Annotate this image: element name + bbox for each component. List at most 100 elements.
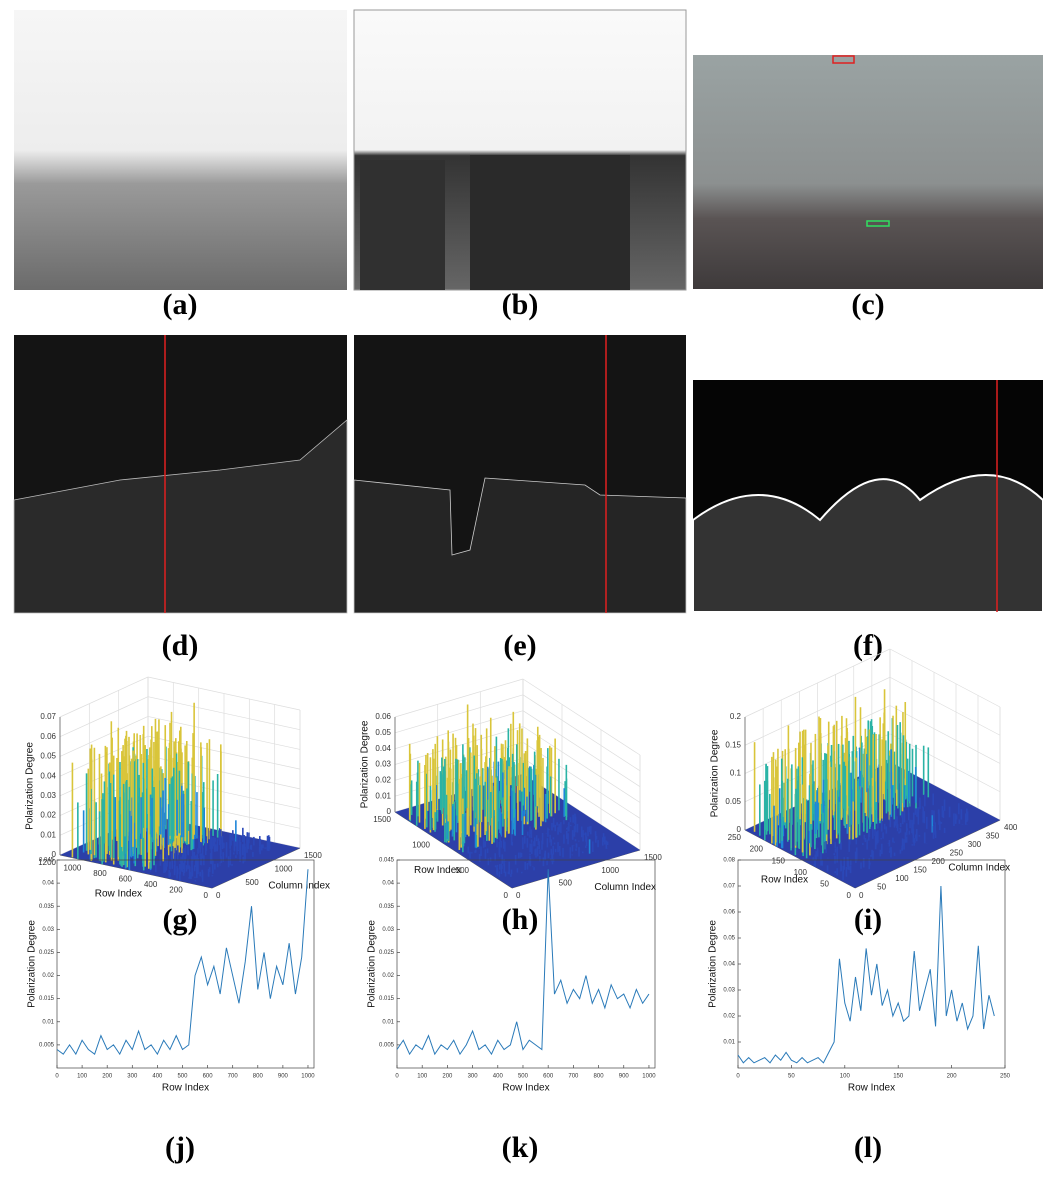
y-tick-label: 0.07 — [723, 884, 735, 890]
axis-label: Column Index — [268, 881, 330, 892]
axis-label: Polarization Degree — [27, 920, 38, 1008]
y-tick-label: 1500 — [373, 815, 391, 824]
z-tick-label: 0 — [52, 850, 57, 859]
x-tick-label: 800 — [253, 1074, 264, 1080]
x-tick-label: 300 — [127, 1074, 138, 1080]
x-tick-label: 100 — [417, 1074, 428, 1080]
x-tick-label: 0 — [516, 891, 521, 900]
y-tick-label: 0.03 — [42, 927, 54, 933]
data-line — [396, 869, 650, 1056]
panel-label: (j) — [165, 1131, 195, 1164]
edges — [353, 477, 687, 614]
x-tick-label: 1500 — [304, 851, 322, 860]
z-tick-label: 0.2 — [730, 712, 742, 721]
plot-frame — [737, 859, 1006, 1069]
grid-line — [522, 742, 641, 819]
grid-line — [522, 710, 641, 787]
x-tick-label: 250 — [950, 849, 964, 858]
y-tick-label: 200 — [169, 886, 183, 895]
grid-line — [889, 676, 1001, 736]
x-tick-label: 600 — [543, 1074, 554, 1080]
y-tick-label: 0.06 — [723, 910, 735, 916]
edges — [13, 419, 348, 614]
y-tick-label: 0 — [204, 891, 209, 900]
y-tick-label: 0.035 — [39, 904, 55, 910]
x-tick-label: 500 — [559, 878, 573, 887]
grid-line — [889, 705, 1001, 764]
axis-label: Column Index — [594, 882, 656, 893]
grid-line — [522, 694, 641, 772]
x-tick-label: 800 — [594, 1074, 605, 1080]
x-tick-label: 100 — [840, 1074, 851, 1080]
y-tick-label: 0.015 — [379, 996, 395, 1002]
grid-line — [889, 733, 1001, 793]
grid-line — [394, 678, 524, 718]
panel-label: (e) — [503, 629, 536, 662]
x-tick-label: 0 — [859, 891, 864, 900]
y-tick-label: 0.04 — [42, 881, 54, 887]
panel-label: (k) — [502, 1131, 539, 1164]
y-tick-label: 0.005 — [39, 1042, 55, 1048]
y-tick-label: 0.05 — [723, 936, 735, 942]
y-tick-label: 150 — [772, 856, 786, 865]
x-tick-label: 250 — [1000, 1074, 1011, 1080]
x-tick-label: 100 — [77, 1074, 88, 1080]
x-tick-label: 400 — [152, 1074, 163, 1080]
x-tick-label: 200 — [947, 1074, 958, 1080]
box — [866, 220, 890, 227]
z-tick-label: 0.03 — [375, 760, 391, 769]
z-tick-label: 0.02 — [375, 775, 391, 784]
z-tick-label: 0.05 — [40, 752, 56, 761]
y-tick-label: 0.04 — [382, 881, 394, 887]
x-tick-label: 500 — [518, 1074, 529, 1080]
panel-label: (d) — [162, 629, 199, 662]
z-tick-label: 0.05 — [375, 728, 391, 737]
y-tick-label: 0.01 — [42, 1019, 54, 1025]
axis-label: Row Index — [414, 865, 461, 876]
y-tick-label: 0.02 — [42, 973, 54, 979]
y-tick-label: 1000 — [412, 840, 430, 849]
plot-frame — [396, 859, 656, 1069]
x-tick-label: 600 — [203, 1074, 214, 1080]
y-tick-label: 0.045 — [379, 858, 395, 864]
x-tick-label: 400 — [493, 1074, 504, 1080]
grid-line — [889, 648, 1001, 708]
y-tick-label: 100 — [794, 868, 808, 877]
axis-label: Row Index — [761, 875, 808, 886]
edges — [692, 474, 1044, 613]
y-tick-label: 0.025 — [379, 950, 395, 956]
axis-label: Polarization Degree — [25, 742, 36, 830]
grid-line — [59, 676, 149, 718]
axis-label: Polarization Degree — [367, 920, 378, 1008]
grid-line — [59, 716, 149, 757]
panel-label: (l) — [854, 1131, 882, 1164]
x-tick-label: 300 — [468, 1074, 479, 1080]
y-tick-label: 0.03 — [723, 988, 735, 994]
y-tick-label: 0.08 — [723, 858, 735, 864]
plot-frame — [56, 859, 315, 1069]
y-tick-label: 0.01 — [382, 1019, 394, 1025]
x-tick-label: 400 — [1004, 823, 1018, 832]
x-tick-label: 150 — [913, 866, 927, 875]
panel-label: (i) — [854, 903, 882, 936]
panel-label: (f) — [853, 629, 883, 662]
z-tick-label: 0.06 — [375, 712, 391, 721]
grid-line — [394, 694, 524, 734]
grid-line — [522, 678, 641, 756]
panel-label: (g) — [163, 903, 198, 936]
x-tick-label: 50 — [877, 883, 886, 892]
x-tick-label: 200 — [442, 1074, 453, 1080]
y-tick-label: 400 — [144, 880, 158, 889]
data-line — [56, 869, 309, 1056]
axis-label: Column Index — [948, 862, 1010, 873]
y-tick-label: 200 — [750, 845, 764, 854]
z-tick-label: 0 — [387, 807, 392, 816]
panel-label: (b) — [502, 288, 539, 321]
axis-label: Polarization Degree — [710, 729, 721, 817]
z-tick-label: 0.02 — [40, 811, 56, 820]
panel-label: (c) — [851, 288, 884, 321]
axis-label: Row Index — [95, 888, 142, 899]
data-line — [737, 885, 995, 1064]
